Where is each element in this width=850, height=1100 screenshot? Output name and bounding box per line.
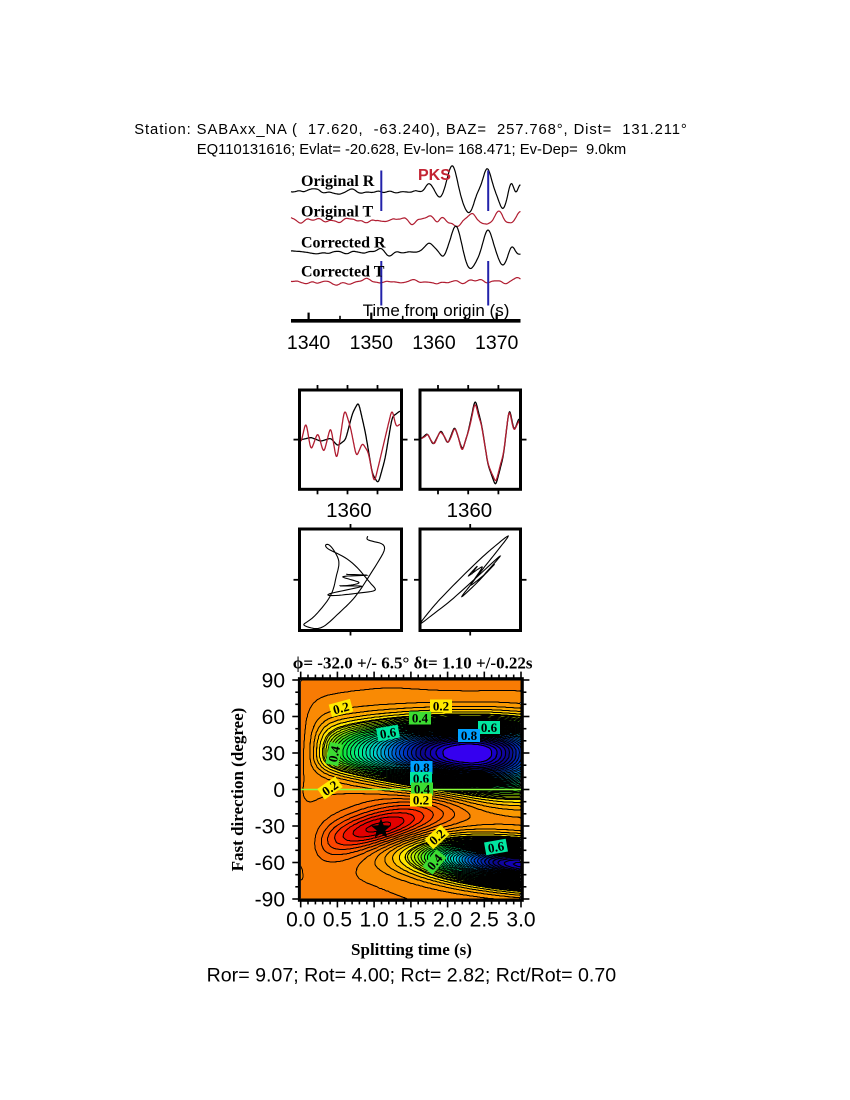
svg-text:-30: -30 (255, 816, 285, 839)
svg-text:Time from origin (s): Time from origin (s) (363, 301, 510, 320)
svg-text:0.0: 0.0 (286, 909, 315, 932)
svg-text:60: 60 (262, 706, 285, 729)
svg-text:Original T: Original T (301, 203, 373, 220)
svg-text:0.8: 0.8 (413, 760, 430, 775)
svg-text:2.0: 2.0 (433, 909, 462, 932)
svg-text:Corrected T: Corrected T (301, 264, 385, 281)
svg-text:0.8: 0.8 (461, 728, 478, 743)
svg-text:0.6: 0.6 (379, 724, 398, 742)
svg-text:0.6: 0.6 (413, 771, 430, 786)
svg-text:Splitting time (s): Splitting time (s) (351, 940, 472, 959)
svg-text:EQ110131616; Evlat= -20.628, E: EQ110131616; Evlat= -20.628, Ev-lon= 168… (197, 142, 627, 158)
svg-text:-60: -60 (255, 852, 285, 875)
svg-text:Fast direction (degree): Fast direction (degree) (228, 708, 247, 872)
svg-text:1.5: 1.5 (396, 909, 425, 932)
svg-text:Station: SABAxx_NA ( 17.620,: Station: SABAxx_NA ( 17.620, -63.240), B… (134, 122, 687, 138)
svg-text:0.2: 0.2 (413, 793, 429, 808)
svg-text:-90: -90 (255, 889, 285, 912)
svg-text:1340: 1340 (287, 332, 331, 354)
svg-text:Corrected R: Corrected R (301, 234, 386, 251)
svg-text:ϕ= -32.0 +/- 6.5° δt= 1.10 +/-: ϕ= -32.0 +/- 6.5° δt= 1.10 +/-0.22s (293, 654, 533, 673)
svg-text:0.2: 0.2 (433, 699, 449, 714)
svg-text:0.4: 0.4 (414, 782, 431, 797)
svg-text:1.0: 1.0 (360, 909, 389, 932)
svg-text:0.5: 0.5 (323, 909, 352, 932)
svg-text:0.6: 0.6 (487, 838, 506, 856)
svg-text:1360: 1360 (412, 332, 456, 354)
svg-text:30: 30 (262, 743, 285, 766)
svg-text:0.2: 0.2 (331, 699, 351, 718)
svg-text:Ror= 9.07; Rot= 4.00; Rct= 2.8: Ror= 9.07; Rot= 4.00; Rct= 2.82; Rct/Rot… (207, 965, 617, 987)
svg-text:0: 0 (273, 779, 285, 802)
svg-text:3.0: 3.0 (506, 909, 535, 932)
svg-text:0.4: 0.4 (412, 711, 429, 726)
svg-text:1360: 1360 (447, 499, 493, 522)
svg-text:PKS: PKS (418, 167, 451, 184)
svg-text:1350: 1350 (350, 332, 394, 354)
svg-text:0.6: 0.6 (481, 720, 498, 735)
svg-text:0.4: 0.4 (325, 744, 343, 764)
svg-text:2.5: 2.5 (470, 909, 499, 932)
svg-text:1360: 1360 (326, 499, 372, 522)
svg-text:Original R: Original R (301, 173, 375, 190)
svg-text:1370: 1370 (475, 332, 519, 354)
svg-text:90: 90 (262, 670, 285, 693)
